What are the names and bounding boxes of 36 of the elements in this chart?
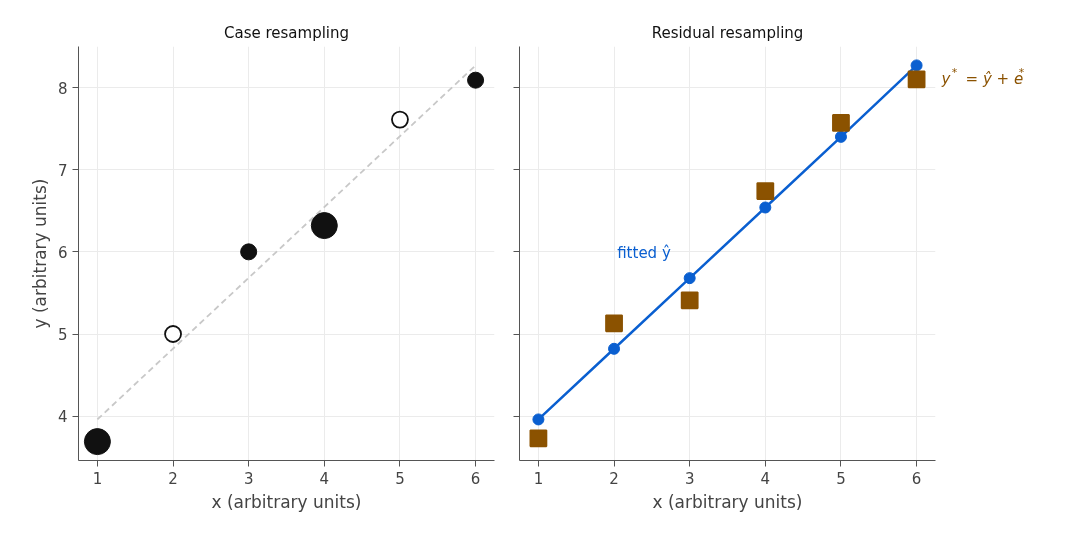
point — [759, 201, 772, 214]
point — [680, 291, 699, 310]
x-axis-title: x (arbitrary units) — [652, 491, 803, 512]
x-tick-label: 2 — [168, 469, 178, 488]
series-label: fitted ŷ — [617, 243, 671, 262]
y-tick-label: 8 — [57, 79, 68, 98]
series-label: y* = ŷ + e* — [940, 65, 1025, 89]
point — [832, 113, 850, 132]
x-tick-label: 6 — [911, 469, 922, 488]
point — [907, 70, 926, 89]
x-tick-label: 2 — [609, 469, 619, 488]
x-tick-label: 3 — [243, 469, 254, 488]
y-tick-label: 4 — [57, 408, 68, 427]
x-tick-label: 1 — [533, 469, 544, 488]
point — [532, 413, 545, 426]
point — [910, 59, 923, 72]
x-axis-title: x (arbitrary units) — [211, 491, 362, 512]
chart-title: Residual resampling — [651, 23, 804, 42]
x-tick-label: 5 — [836, 469, 846, 488]
point — [608, 342, 621, 355]
x-tick-label: 6 — [470, 469, 481, 488]
x-tick-label: 3 — [684, 469, 695, 488]
x-tick-label: 1 — [92, 469, 103, 488]
x-tick-label: 4 — [319, 469, 330, 488]
point — [834, 130, 847, 143]
y-axis-title: y (arbitrary units) — [29, 178, 50, 329]
y-tick-label: 7 — [57, 161, 68, 180]
point — [683, 272, 696, 285]
point — [605, 314, 623, 333]
point — [529, 429, 548, 448]
x-tick-label: 5 — [395, 469, 405, 488]
x-tick-label: 4 — [760, 469, 771, 488]
y-tick-label: 6 — [57, 243, 68, 262]
chart-title: Case resampling — [223, 23, 350, 42]
point — [756, 182, 775, 200]
y-tick-label: 5 — [57, 326, 68, 344]
